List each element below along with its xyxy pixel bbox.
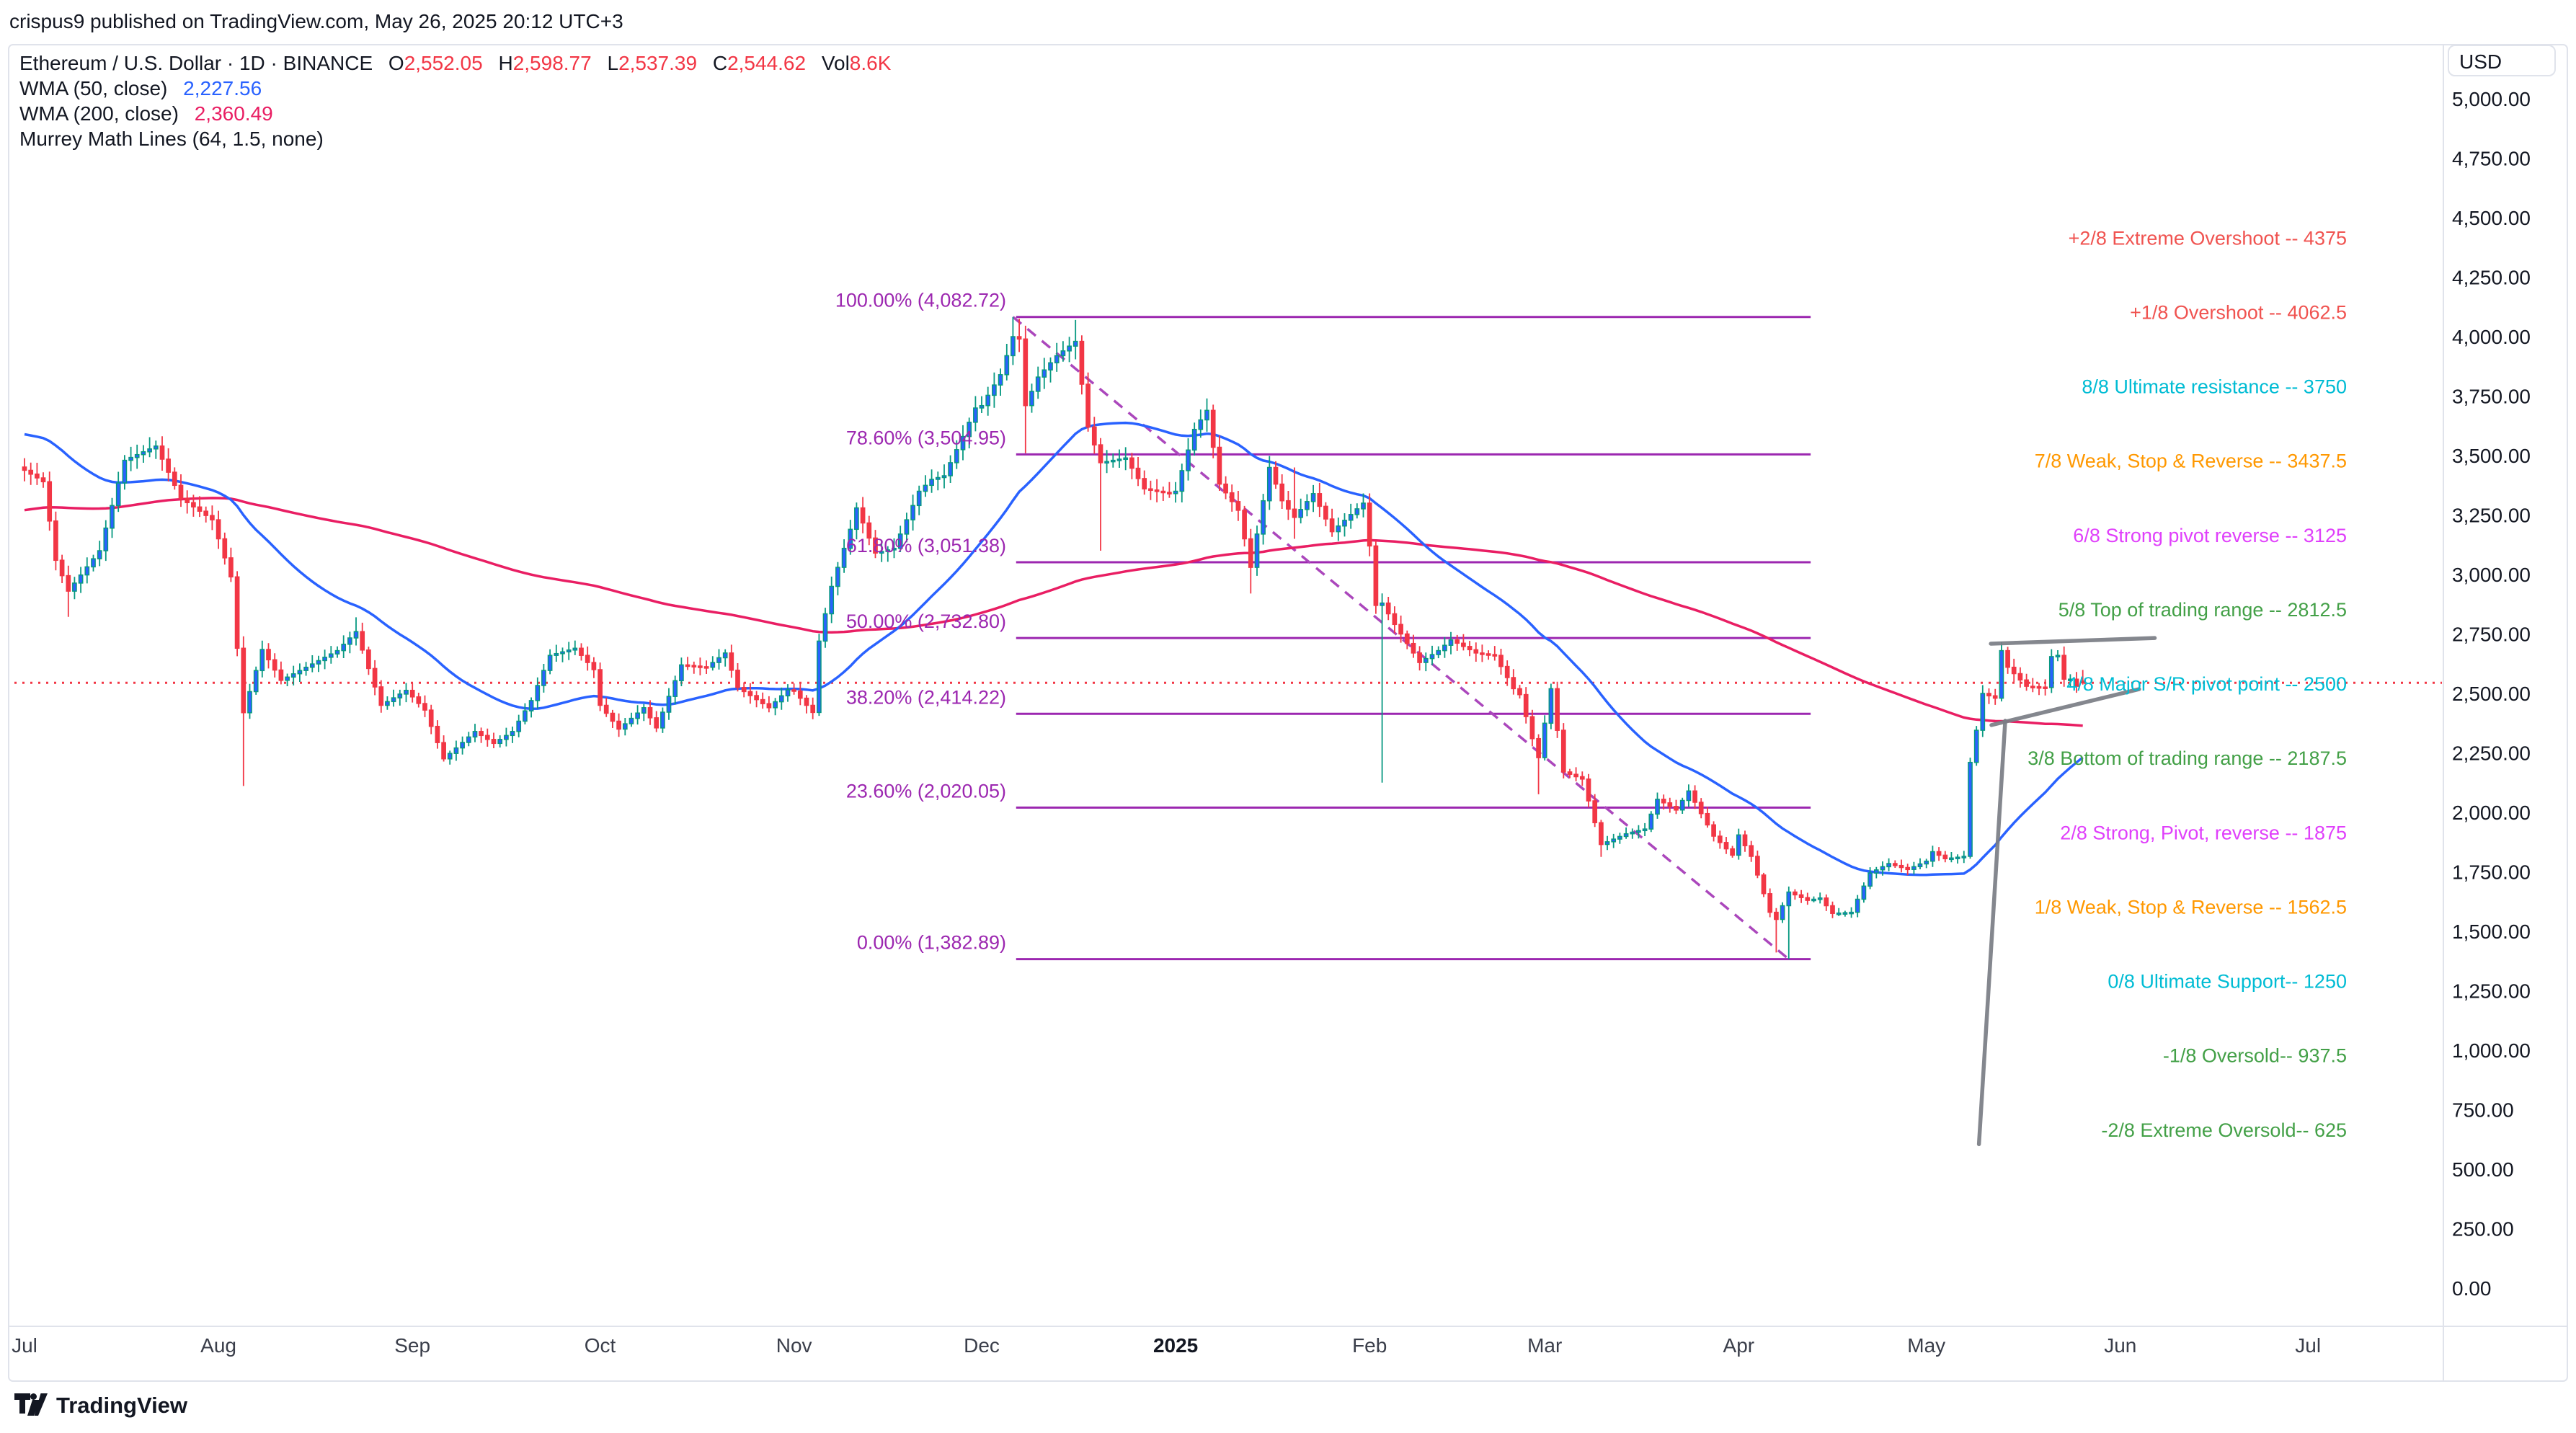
x-tick-label[interactable]: Oct <box>585 1334 616 1357</box>
y-tick-label: 3,000.00 <box>2452 564 2531 586</box>
down-candle-bodies <box>22 336 2086 920</box>
murrey-level-label: 7/8 Weak, Stop & Reverse -- 3437.5 <box>2035 451 2347 472</box>
high-value: 2,598.77 <box>512 52 592 74</box>
murrey-level-label: 5/8 Top of trading range -- 2812.5 <box>2058 599 2347 621</box>
chart-frame <box>8 44 2568 1382</box>
murrey-level-label: 3/8 Bottom of trading range -- 2187.5 <box>2028 747 2347 769</box>
indicator-row-wma200[interactable]: WMA (200, close) 2,360.49 <box>19 101 891 126</box>
murrey-label: Murrey Math Lines (64, 1.5, none) <box>19 128 324 150</box>
murrey-level-label: -1/8 Oversold-- 937.5 <box>2163 1045 2347 1067</box>
fib-level-label: 0.00% (1,382.89) <box>857 932 1006 954</box>
open-label: O <box>388 52 404 74</box>
volume-value: 8.6K <box>849 52 892 74</box>
tradingview-logo-text: TradingView <box>56 1393 188 1418</box>
fib-level-label: 23.60% (2,020.05) <box>846 780 1006 802</box>
y-tick-label: 2,500.00 <box>2452 683 2531 705</box>
y-tick-label: 4,500.00 <box>2452 207 2531 229</box>
y-tick-label: 1,750.00 <box>2452 861 2531 884</box>
high-label: H <box>498 52 513 74</box>
chart-legend: Ethereum / U.S. Dollar · 1D · BINANCE O2… <box>19 50 891 151</box>
low-value: 2,537.39 <box>618 52 698 74</box>
wma200-line[interactable] <box>24 497 2083 727</box>
y-tick-label: 500.00 <box>2452 1158 2514 1181</box>
close-label: C <box>712 52 728 74</box>
fib-level-label: 100.00% (4,082.72) <box>835 290 1006 311</box>
y-tick-label: 2,750.00 <box>2452 624 2531 646</box>
y-tick-label: 1,500.00 <box>2452 920 2531 943</box>
trendline-drawing[interactable] <box>1989 636 2157 646</box>
wma50-label: WMA (50, close) <box>19 77 168 99</box>
indicator-row-wma50[interactable]: WMA (50, close) 2,227.56 <box>19 76 891 101</box>
x-tick-label[interactable]: Sep <box>394 1334 430 1357</box>
close-value: 2,544.62 <box>727 52 807 74</box>
murrey-level-label: +1/8 Overshoot -- 4062.5 <box>2130 301 2347 323</box>
x-tick-label[interactable]: Jul <box>12 1334 37 1357</box>
murrey-level-label: -2/8 Extreme Oversold-- 625 <box>2101 1119 2347 1141</box>
fib-level-label: 38.20% (2,414.22) <box>846 686 1006 708</box>
murrey-level-label: 4/8 Major S/R pivot point -- 2500 <box>2066 673 2347 695</box>
y-tick-label: 3,250.00 <box>2452 505 2531 527</box>
y-tick-label: 4,750.00 <box>2452 148 2531 170</box>
murrey-level-label: 8/8 Ultimate resistance -- 3750 <box>2082 376 2347 398</box>
attribution-line: crispus9 published on TradingView.com, M… <box>9 10 623 32</box>
x-tick-label[interactable]: Jul <box>2295 1334 2321 1357</box>
low-label: L <box>607 52 619 74</box>
fib-level-label: 61.80% (3,051.38) <box>846 535 1006 556</box>
y-tick-label: 1,250.00 <box>2452 980 2531 1003</box>
wma200-value: 2,360.49 <box>194 102 273 125</box>
x-tick-label[interactable]: May <box>1907 1334 1945 1357</box>
murrey-level-label: +2/8 Extreme Overshoot -- 4375 <box>2069 227 2347 249</box>
x-tick-label[interactable]: Feb <box>1352 1334 1387 1357</box>
y-tick-label: 3,750.00 <box>2452 386 2531 408</box>
y-tick-label: 750.00 <box>2452 1099 2514 1122</box>
x-tick-label[interactable]: Nov <box>776 1334 812 1357</box>
symbol-title: Ethereum / U.S. Dollar · 1D · BINANCE <box>19 52 373 74</box>
x-tick-label[interactable]: Apr <box>1723 1334 1755 1357</box>
y-tick-label: 3,500.00 <box>2452 445 2531 467</box>
currency-unit-chip[interactable]: USD <box>2448 45 2556 76</box>
murrey-level-label: 2/8 Strong, Pivot, reverse -- 1875 <box>2060 822 2347 843</box>
y-tick-label: 2,250.00 <box>2452 742 2531 765</box>
y-tick-label: 5,000.00 <box>2452 88 2531 110</box>
x-tick-label[interactable]: Aug <box>200 1334 236 1357</box>
x-tick-label[interactable]: Dec <box>964 1334 1000 1357</box>
tradingview-logo[interactable]: TradingView <box>14 1393 187 1419</box>
murrey-level-label: 6/8 Strong pivot reverse -- 3125 <box>2073 525 2347 546</box>
wma50-line[interactable] <box>24 421 2084 877</box>
x-tick-label[interactable]: 2025 <box>1153 1334 1198 1357</box>
y-tick-label: 250.00 <box>2452 1218 2514 1241</box>
indicator-row-murrey[interactable]: Murrey Math Lines (64, 1.5, none) <box>19 126 891 151</box>
trendline-drawing[interactable] <box>1989 687 2141 727</box>
x-tick-label[interactable]: Mar <box>1527 1334 1562 1357</box>
y-tick-label: 4,250.00 <box>2452 267 2531 289</box>
tradingview-logo-icon <box>14 1393 48 1416</box>
wma200-label: WMA (200, close) <box>19 102 179 125</box>
open-value: 2,552.05 <box>404 52 483 74</box>
fib-level-label: 78.60% (3,504.95) <box>846 427 1006 448</box>
murrey-level-label: 1/8 Weak, Stop & Reverse -- 1562.5 <box>2035 896 2347 918</box>
fib-level-label: 50.00% (2,732.80) <box>846 611 1006 632</box>
y-tick-label: 4,000.00 <box>2452 326 2531 348</box>
trendline-drawing[interactable] <box>1976 719 2007 1147</box>
y-tick-label: 2,000.00 <box>2452 802 2531 824</box>
up-candle-bodies <box>72 336 2073 920</box>
y-tick-label: 1,000.00 <box>2452 1039 2531 1062</box>
symbol-ohlc-row[interactable]: Ethereum / U.S. Dollar · 1D · BINANCE O2… <box>19 50 891 76</box>
volume-label: Vol <box>821 52 850 74</box>
x-tick-label[interactable]: Jun <box>2104 1334 2136 1357</box>
murrey-level-label: 0/8 Ultimate Support-- 1250 <box>2108 971 2347 993</box>
wma50-value: 2,227.56 <box>183 77 262 99</box>
down-candle-wicks <box>24 319 2084 953</box>
y-tick-label: 0.00 <box>2452 1277 2492 1300</box>
